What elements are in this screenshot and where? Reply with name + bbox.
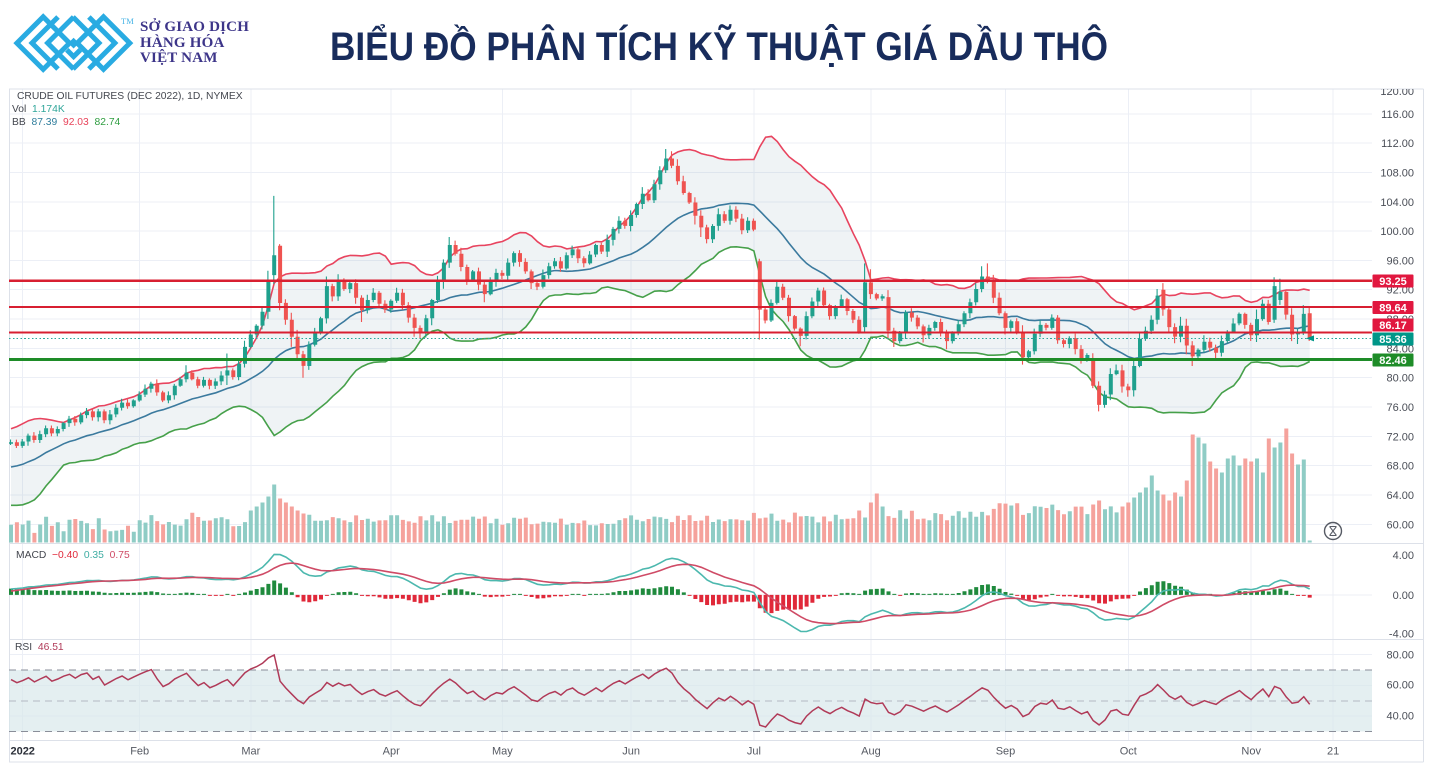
svg-text:85.36: 85.36	[1379, 334, 1407, 346]
svg-text:Aug: Aug	[861, 746, 881, 758]
svg-text:68.00: 68.00	[1386, 461, 1414, 473]
svg-text:84.00: 84.00	[1386, 343, 1414, 355]
svg-text:Oct: Oct	[1120, 746, 1137, 758]
svg-text:2022: 2022	[10, 746, 34, 758]
svg-text:Sep: Sep	[996, 746, 1016, 758]
svg-text:TM: TM	[121, 16, 134, 26]
svg-text:May: May	[492, 746, 513, 758]
svg-text:100.00: 100.00	[1380, 226, 1414, 238]
svg-text:40.00: 40.00	[1386, 710, 1414, 722]
svg-text:4.00: 4.00	[1393, 550, 1414, 562]
svg-text:-4.00: -4.00	[1389, 628, 1414, 640]
svg-text:86.17: 86.17	[1379, 320, 1407, 332]
svg-text:112.00: 112.00	[1381, 138, 1414, 150]
svg-text:60.00: 60.00	[1386, 680, 1414, 692]
svg-text:BIỂU ĐỒ PHÂN TÍCH KỸ THUẬT GIÁ: BIỂU ĐỒ PHÂN TÍCH KỸ THUẬT GIÁ DẦU THÔ	[330, 22, 1108, 69]
svg-text:93.25: 93.25	[1379, 276, 1407, 288]
svg-text:116.00: 116.00	[1381, 109, 1414, 121]
svg-text:82.46: 82.46	[1379, 355, 1407, 367]
svg-text:Jul: Jul	[747, 746, 761, 758]
svg-text:Mar: Mar	[241, 746, 260, 758]
svg-text:92.00: 92.00	[1386, 285, 1414, 297]
svg-text:76.00: 76.00	[1386, 402, 1414, 414]
svg-text:21: 21	[1327, 746, 1339, 758]
svg-text:96.00: 96.00	[1386, 255, 1414, 267]
svg-text:104.00: 104.00	[1380, 197, 1414, 209]
svg-text:120.00: 120.00	[1380, 86, 1414, 98]
svg-text:80.00: 80.00	[1386, 650, 1414, 662]
svg-text:0.00: 0.00	[1393, 590, 1414, 602]
svg-text:89.64: 89.64	[1379, 303, 1407, 315]
svg-text:Apr: Apr	[383, 746, 400, 758]
svg-text:Jun: Jun	[622, 746, 640, 758]
svg-text:108.00: 108.00	[1380, 168, 1414, 180]
svg-text:80.00: 80.00	[1386, 373, 1414, 385]
svg-text:Nov: Nov	[1241, 746, 1261, 758]
svg-text:60.00: 60.00	[1386, 519, 1414, 531]
svg-text:64.00: 64.00	[1386, 490, 1414, 502]
svg-text:72.00: 72.00	[1386, 431, 1414, 443]
svg-text:Feb: Feb	[130, 746, 149, 758]
